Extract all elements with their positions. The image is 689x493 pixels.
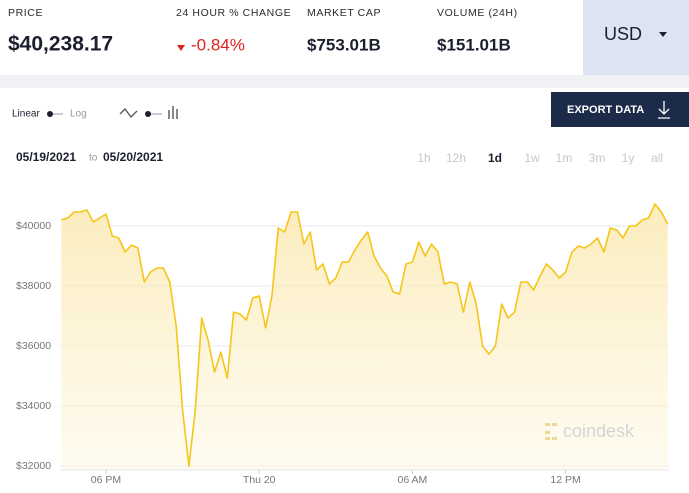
change-label: 24 HOUR % CHANGE (176, 7, 291, 19)
range-button[interactable]: 12h (446, 151, 466, 165)
watermark-dot (552, 423, 557, 426)
y-tick-label: $32000 (16, 460, 51, 472)
y-tick-label: $38000 (16, 280, 51, 292)
range-button[interactable]: 1h (417, 151, 430, 165)
y-tick-label: $36000 (16, 340, 51, 352)
volume-value: $151.01B (437, 35, 511, 54)
currency-label[interactable]: USD (604, 24, 642, 44)
watermark-dot (545, 431, 550, 434)
header-separator (0, 75, 689, 88)
market-cap-value: $753.01B (307, 35, 381, 54)
export-icon (658, 101, 670, 119)
currency-caret (659, 32, 667, 37)
market-cap-label: MARKET CAP (307, 7, 381, 19)
date-from: 05/19/2021 (16, 150, 76, 164)
range-button[interactable]: 1m (556, 151, 573, 165)
watermark-dot (552, 437, 557, 440)
export-button[interactable] (551, 92, 689, 127)
price-value: $40,238.17 (8, 33, 113, 56)
range-button[interactable]: 1d (488, 151, 502, 165)
chart-toggle-knob[interactable] (145, 111, 151, 117)
volume-label: VOLUME (24H) (437, 7, 518, 19)
date-to-sep: to (89, 153, 98, 164)
price-label: PRICE (8, 7, 43, 19)
linear-label[interactable]: Linear (12, 109, 40, 120)
range-button[interactable]: all (651, 151, 663, 165)
export-label[interactable]: EXPORT DATA (567, 104, 644, 116)
watermark-dot (545, 423, 550, 426)
change-value: -0.84% (191, 35, 245, 54)
log-label[interactable]: Log (70, 109, 87, 120)
y-tick-label: $40000 (16, 220, 51, 232)
range-button[interactable]: 1y (622, 151, 635, 165)
bar-chart-icon[interactable] (168, 106, 178, 119)
header-bg (0, 0, 689, 75)
watermark: coindesk (563, 421, 635, 441)
currency-button[interactable] (583, 0, 689, 75)
date-to: 05/20/2021 (103, 150, 163, 164)
x-tick-label: 06 AM (397, 474, 427, 486)
range-button[interactable]: 3m (589, 151, 606, 165)
scale-toggle-knob[interactable] (47, 111, 53, 117)
down-arrow (177, 45, 185, 51)
y-tick-label: $34000 (16, 400, 51, 412)
x-tick-label: 06 PM (91, 474, 121, 486)
price-line (61, 203, 669, 467)
x-tick-label: Thu 20 (243, 474, 276, 486)
x-tick-label: 12 PM (550, 474, 580, 486)
watermark-dot (545, 437, 550, 440)
watermark-icon (545, 423, 557, 440)
line-chart-icon[interactable] (119, 108, 138, 118)
range-button[interactable]: 1w (524, 151, 540, 165)
price-area (61, 204, 668, 470)
